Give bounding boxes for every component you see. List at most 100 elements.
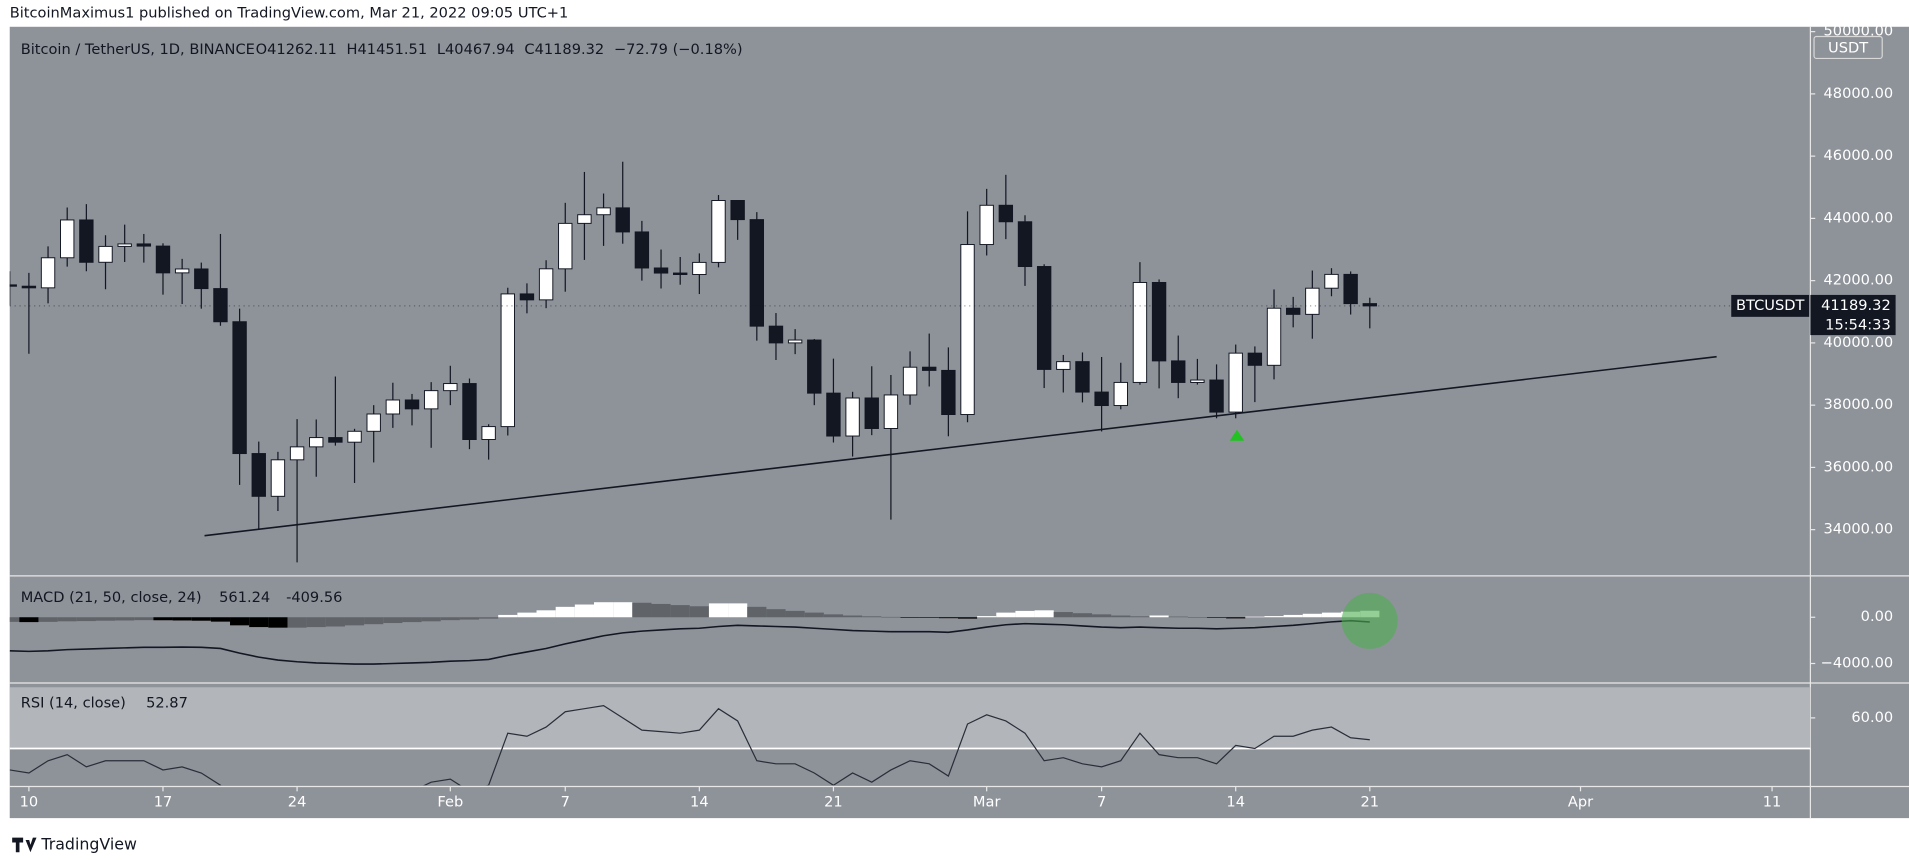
candle-body bbox=[749, 219, 765, 327]
y-tick-label: 48000.00 bbox=[1824, 85, 1894, 102]
candle-body bbox=[1266, 307, 1282, 366]
candle-body bbox=[328, 437, 343, 443]
candle-body bbox=[174, 268, 190, 274]
candle-body bbox=[136, 243, 152, 247]
x-tick-label: Mar bbox=[973, 793, 1001, 810]
logo: TradingView bbox=[12, 834, 137, 853]
x-tick-label: 24 bbox=[288, 793, 307, 810]
candle-body bbox=[117, 243, 132, 247]
macd-hist-bar bbox=[938, 617, 958, 619]
macd-hist-bar bbox=[306, 617, 326, 628]
macd-pane bbox=[9, 602, 1380, 665]
candle-body bbox=[1209, 379, 1224, 413]
x-tick-label: 10 bbox=[20, 793, 39, 810]
x-tick-label: 21 bbox=[824, 793, 843, 810]
macd-hist-bar bbox=[613, 602, 633, 618]
rsi-line bbox=[9, 704, 1370, 786]
candle-body bbox=[692, 261, 707, 276]
macd-hist-bar bbox=[421, 617, 441, 622]
macd-hist-bar bbox=[785, 610, 805, 618]
legend-value: L40467.94 bbox=[437, 41, 515, 58]
candle-body bbox=[826, 392, 841, 437]
x-tick-label: 7 bbox=[561, 793, 570, 810]
candle-body bbox=[9, 284, 17, 287]
macd-hist-bar bbox=[38, 617, 58, 622]
macd-hist-bar bbox=[1111, 615, 1131, 618]
candle-body bbox=[883, 394, 899, 429]
candle-body bbox=[251, 453, 266, 497]
candle-body bbox=[1151, 281, 1167, 362]
candle-body bbox=[1247, 352, 1263, 366]
candle-body bbox=[768, 325, 784, 344]
y-tick-label: 44000.00 bbox=[1824, 209, 1894, 226]
macd-hist-bar bbox=[172, 617, 192, 621]
candle-body bbox=[1113, 381, 1128, 407]
candle-body bbox=[1285, 307, 1301, 315]
y-tick-label: −4000.00 bbox=[1821, 654, 1894, 671]
macd-hist-bar bbox=[823, 614, 844, 618]
candle-body bbox=[577, 214, 592, 224]
price-tag bbox=[1810, 294, 1896, 336]
candle-body bbox=[366, 413, 381, 432]
macd-hist-bar bbox=[862, 616, 882, 618]
footer-brand: TradingView bbox=[40, 834, 137, 853]
macd-hist-bar bbox=[632, 602, 652, 618]
axis-unit: USDT bbox=[1828, 40, 1868, 57]
macd-hist-bar bbox=[1302, 613, 1322, 618]
candle-body bbox=[309, 437, 324, 448]
chart-bg bbox=[9, 26, 1909, 819]
candle-body bbox=[845, 397, 860, 437]
highlight-circle bbox=[1341, 592, 1398, 649]
candle-body bbox=[673, 272, 688, 276]
macd-hist-bar bbox=[996, 612, 1016, 618]
logo-mark bbox=[12, 837, 37, 853]
macd-title: MACD (21, 50, close, 24) bbox=[21, 589, 202, 606]
macd-hist-bar bbox=[1034, 610, 1054, 618]
macd-hist-bar bbox=[957, 617, 978, 619]
candle-body bbox=[558, 222, 573, 270]
legend-value: C41189.32 bbox=[524, 41, 604, 58]
candle-body bbox=[194, 268, 209, 290]
candle-body bbox=[998, 204, 1014, 223]
candle-body bbox=[711, 200, 726, 263]
price-label: 41189.32 bbox=[1821, 297, 1891, 314]
macd-hist-bar bbox=[536, 610, 556, 618]
publish-header: BitcoinMaximus1 published on TradingView… bbox=[10, 4, 569, 21]
macd-hist-bar bbox=[19, 617, 39, 623]
candle-body bbox=[538, 268, 554, 301]
candle-body bbox=[1132, 281, 1148, 383]
rsi-value: 52.87 bbox=[146, 695, 188, 712]
x-tick-label: Feb bbox=[437, 793, 463, 810]
candle-body bbox=[615, 207, 630, 233]
candle-body bbox=[385, 399, 401, 415]
legend-value: O41262.11 bbox=[256, 41, 337, 58]
y-tick-label: 34000.00 bbox=[1824, 521, 1894, 538]
candle-body bbox=[1190, 379, 1205, 383]
macd-hist-bar bbox=[555, 606, 575, 618]
legend-value: −72.79 (−0.18%) bbox=[614, 41, 743, 58]
macd-hist-bar bbox=[287, 617, 307, 628]
macd-hist-bar bbox=[1149, 615, 1169, 618]
macd-hist-bar bbox=[574, 604, 594, 618]
candle-body bbox=[79, 219, 94, 263]
macd-hist-bar bbox=[115, 617, 135, 621]
axes: 34000.00 36000.00 38000.00 40000.00 42000.00… bbox=[9, 23, 1896, 810]
macd-hist-bar bbox=[1072, 613, 1093, 618]
macd-hist-bar bbox=[1092, 614, 1112, 618]
candle-body bbox=[1075, 361, 1090, 393]
macd-hist-bar bbox=[230, 617, 250, 626]
candle-body bbox=[40, 257, 56, 289]
macd-hist-bar bbox=[95, 617, 116, 621]
legend-value: H41451.51 bbox=[347, 41, 428, 58]
candle-body bbox=[807, 339, 822, 394]
candle-body bbox=[270, 459, 286, 497]
y-tick-label: 50000.00 bbox=[1824, 23, 1894, 40]
candle-body bbox=[347, 430, 362, 443]
macd-hist-bar bbox=[1015, 610, 1035, 618]
pane-title: Bitcoin / TetherUS, 1D, BINANCE bbox=[21, 41, 255, 58]
y-tick-label: 46000.00 bbox=[1824, 147, 1894, 164]
x-tick-label: 17 bbox=[154, 793, 173, 810]
candle-body bbox=[787, 339, 803, 344]
macd-hist-bar bbox=[191, 617, 211, 621]
